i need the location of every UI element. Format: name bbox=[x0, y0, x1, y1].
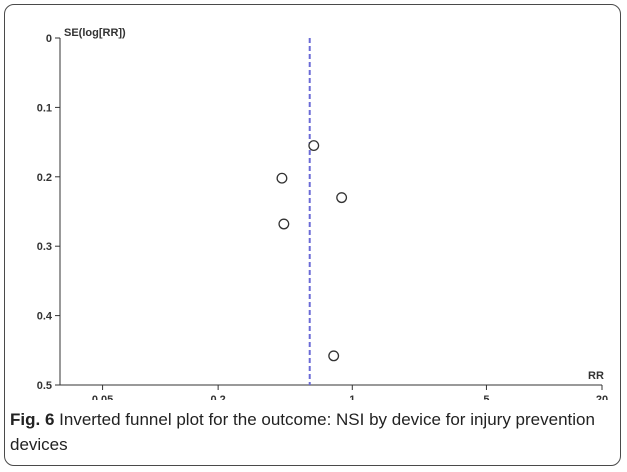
figure-caption: Fig. 6 Inverted funnel plot for the outc… bbox=[10, 407, 610, 457]
y-tick-label: 0 bbox=[46, 33, 52, 45]
plot-axes: 0 0.1 0.2 0.3 0.4 0.5 0.05 0.2 1 5 20 SE(log[RR]) RR bbox=[37, 27, 608, 400]
figure-label: Fig. 6 bbox=[10, 410, 55, 429]
study-point bbox=[276, 172, 288, 184]
figure-frame bbox=[4, 4, 621, 466]
x-tick-label: 0.2 bbox=[210, 394, 225, 400]
y-tick-label: 0.3 bbox=[37, 241, 52, 253]
y-tick-label: 0.5 bbox=[37, 380, 52, 392]
x-tick-label: 0.05 bbox=[92, 394, 113, 400]
y-tick-label: 0.1 bbox=[37, 102, 52, 114]
x-tick-label: 5 bbox=[483, 394, 489, 400]
study-point bbox=[278, 218, 290, 230]
x-tick-label: 1 bbox=[349, 394, 355, 400]
y-tick-label: 0.2 bbox=[37, 172, 52, 184]
y-tick-label: 0.4 bbox=[37, 311, 53, 323]
figure-caption-text: Inverted funnel plot for the outcome: NS… bbox=[10, 410, 595, 454]
y-axis-label: SE(log[RR]) bbox=[64, 27, 126, 39]
study-point bbox=[336, 192, 348, 204]
study-point bbox=[308, 140, 320, 152]
study-point bbox=[328, 350, 340, 362]
funnel-plot: 0 0.1 0.2 0.3 0.4 0.5 0.05 0.2 1 5 20 SE(log[RR]) RR bbox=[37, 27, 608, 400]
plot-marks bbox=[276, 38, 348, 385]
x-tick-label: 20 bbox=[596, 394, 608, 400]
x-axis-label: RR bbox=[588, 370, 604, 382]
